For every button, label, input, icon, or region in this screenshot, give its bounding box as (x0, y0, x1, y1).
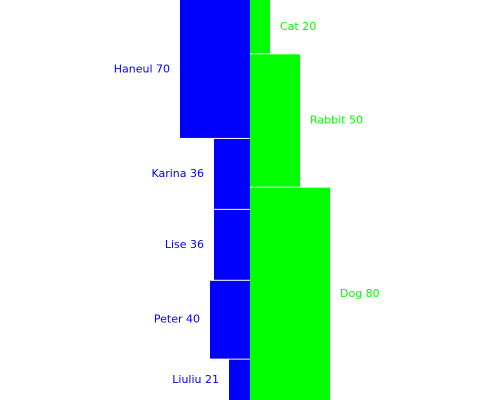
bar-liuliu (229, 359, 250, 400)
bar-karina (214, 138, 250, 209)
bar-peter (210, 280, 250, 359)
bar-dog (250, 187, 330, 400)
label-liuliu: Liuliu 21 (172, 373, 219, 386)
bar-rabbit (250, 54, 300, 187)
label-dog: Dog 80 (340, 287, 380, 300)
bar-cat (250, 0, 270, 54)
label-karina: Karina 36 (151, 167, 204, 180)
label-rabbit: Rabbit 50 (310, 114, 363, 127)
bar-lise (214, 209, 250, 280)
label-haneul: Haneul 70 (114, 62, 170, 75)
label-peter: Peter 40 (154, 313, 200, 326)
label-lise: Lise 36 (165, 238, 204, 251)
bar-haneul (180, 0, 250, 138)
label-cat: Cat 20 (280, 20, 316, 33)
